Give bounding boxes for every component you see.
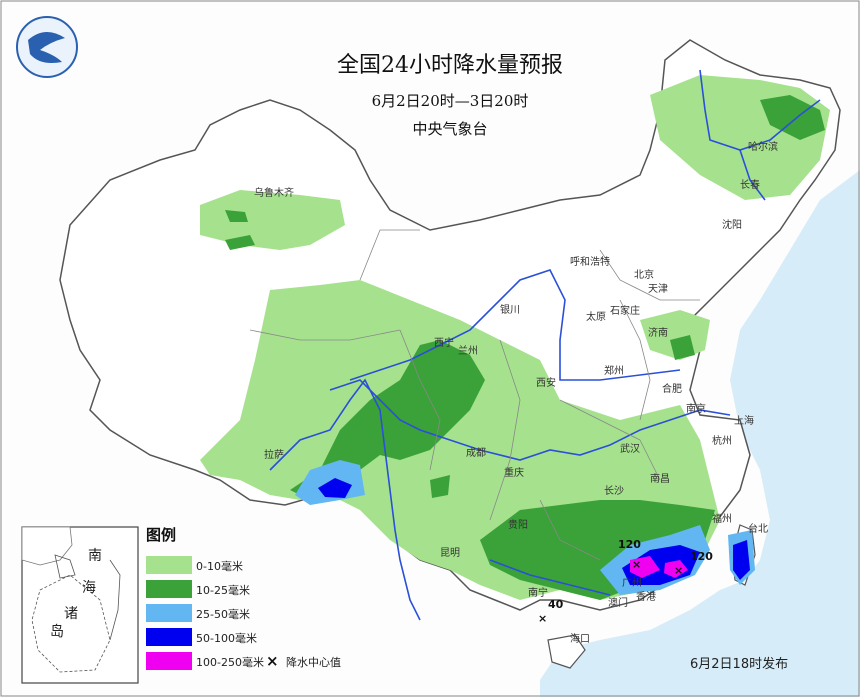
city-label: 南昌 <box>650 472 670 485</box>
hainan-island <box>547 634 586 669</box>
river-lines <box>269 69 821 621</box>
legend-swatch <box>146 604 192 622</box>
cma-logo <box>16 16 78 78</box>
max-value-label: 120 <box>618 538 641 551</box>
city-label: 合肥 <box>662 382 682 395</box>
legend-swatch <box>146 652 192 670</box>
city-label: 长春 <box>740 179 760 191</box>
city-label: 沈阳 <box>722 218 742 231</box>
city-label: 香港 <box>636 591 656 603</box>
city-label: 重庆 <box>504 466 524 479</box>
map-issuer: 中央气象台 <box>412 120 487 138</box>
map-title: 全国24小时降水量预报 <box>337 53 563 78</box>
legend-item: 10-25毫米 <box>146 580 250 598</box>
legend-item: 25-50毫米 <box>146 604 250 622</box>
city-label: 海口 <box>570 632 590 645</box>
max-value-label: 40 <box>548 598 564 611</box>
legend-item: 0-10毫米 <box>146 556 243 574</box>
city-label: 上海 <box>734 414 754 427</box>
map-legend: 图例 0-10毫米 10-25毫米 25-50毫米 50-100毫米 100-2… <box>146 526 341 670</box>
city-label: 昆明 <box>440 547 460 559</box>
precip-max-markers: 120 120 40 × × × <box>538 538 713 625</box>
inset-label: 岛 <box>50 624 64 640</box>
city-label: 成都 <box>466 447 486 459</box>
max-center-marker: × <box>632 558 641 571</box>
rain-band-10-25mm <box>225 95 825 600</box>
legend-label: 0-10毫米 <box>196 559 243 573</box>
city-label: 乌鲁木齐 <box>254 186 294 199</box>
city-label: 台北 <box>748 522 768 535</box>
legend-label: 50-100毫米 <box>196 631 257 645</box>
city-label: 石家庄 <box>610 304 640 317</box>
city-label: 哈尔滨 <box>748 140 778 153</box>
city-label: 郑州 <box>604 364 624 377</box>
legend-swatch <box>146 628 192 646</box>
city-label: 南宁 <box>528 586 548 599</box>
city-label: 天津 <box>648 283 668 295</box>
city-label: 济南 <box>648 326 668 339</box>
legend-label: 100-250毫米 <box>196 655 264 669</box>
city-label: 广州 <box>622 577 642 589</box>
city-label: 西宁 <box>434 336 454 349</box>
city-label: 北京 <box>634 268 654 281</box>
city-label: 杭州 <box>712 434 732 447</box>
legend-swatch <box>146 580 192 598</box>
city-label: 南京 <box>686 402 706 415</box>
issue-time: 6月2日18时发布 <box>690 656 788 672</box>
city-label: 武汉 <box>620 442 640 455</box>
map-period: 6月2日20时—3日20时 <box>372 92 529 110</box>
rain-band-100-250mm <box>630 556 688 578</box>
max-center-marker: × <box>538 612 547 625</box>
max-center-marker: × <box>674 564 683 577</box>
inset-label: 诸 <box>64 606 78 622</box>
sea-area <box>540 170 860 697</box>
city-label: 兰州 <box>458 344 478 357</box>
province-borders <box>249 229 700 561</box>
city-label: 澳门 <box>608 596 628 609</box>
max-value-label: 120 <box>690 550 713 563</box>
south-china-sea-inset: 南 海 诸 岛 <box>21 526 139 684</box>
legend-item: 100-250毫米 <box>146 652 264 670</box>
legend-swatch <box>146 556 192 574</box>
city-labels: 乌鲁木齐 哈尔滨 长春 沈阳 呼和浩特 北京 天津 银川 石家庄 太原 济南 西… <box>254 140 778 645</box>
inset-label: 海 <box>82 580 96 596</box>
city-label: 福州 <box>712 512 732 525</box>
inset-label: 南 <box>88 548 102 564</box>
city-label: 银川 <box>500 303 520 316</box>
city-label: 拉萨 <box>264 448 284 461</box>
city-label: 太原 <box>586 310 606 323</box>
legend-item: 50-100毫米 <box>146 628 257 646</box>
city-label: 贵阳 <box>508 518 528 531</box>
legend-center-label: 降水中心值 <box>286 655 341 669</box>
legend-label: 10-25毫米 <box>196 583 250 597</box>
legend-title: 图例 <box>146 526 176 544</box>
city-label: 西安 <box>536 376 556 389</box>
city-label: 长沙 <box>604 485 624 497</box>
city-label: 呼和浩特 <box>570 256 610 268</box>
legend-label: 25-50毫米 <box>196 607 250 621</box>
legend-center-marker: × <box>266 652 279 670</box>
